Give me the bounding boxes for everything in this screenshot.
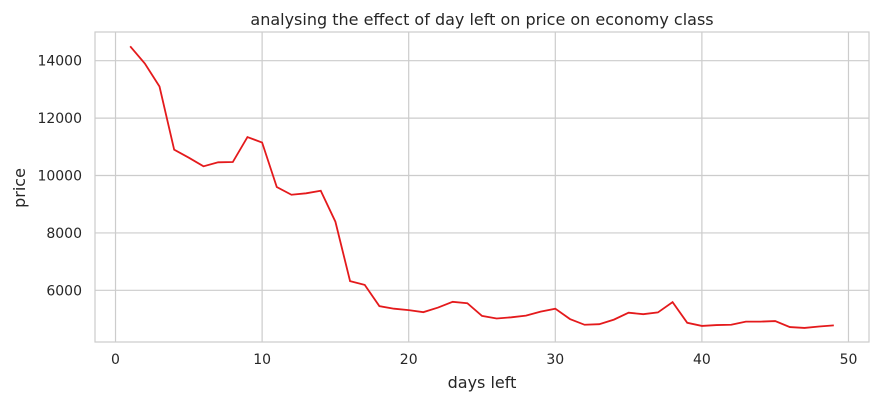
x-axis-title: days left <box>448 373 517 392</box>
x-tick-label: 50 <box>840 352 858 368</box>
x-tick-label: 10 <box>253 352 271 368</box>
y-tick-label: 14000 <box>37 54 82 70</box>
y-tick-label: 8000 <box>46 226 82 242</box>
y-axis-title: price <box>10 168 29 208</box>
x-tick-label: 30 <box>546 352 564 368</box>
x-tick-label: 20 <box>400 352 418 368</box>
grid <box>95 32 869 342</box>
y-tick-label: 12000 <box>37 111 82 127</box>
y-axis: 6000 8000 10000 12000 14000 <box>37 54 82 300</box>
series-line <box>129 45 834 329</box>
plot-frame <box>94 31 870 343</box>
y-tick-label: 6000 <box>46 283 82 299</box>
x-axis: 0 10 20 30 40 50 <box>111 352 857 368</box>
x-tick-label: 0 <box>111 352 120 368</box>
x-tick-label: 40 <box>693 352 711 368</box>
y-tick-label: 10000 <box>37 169 82 185</box>
chart-title: analysing the effect of day left on pric… <box>250 10 713 29</box>
